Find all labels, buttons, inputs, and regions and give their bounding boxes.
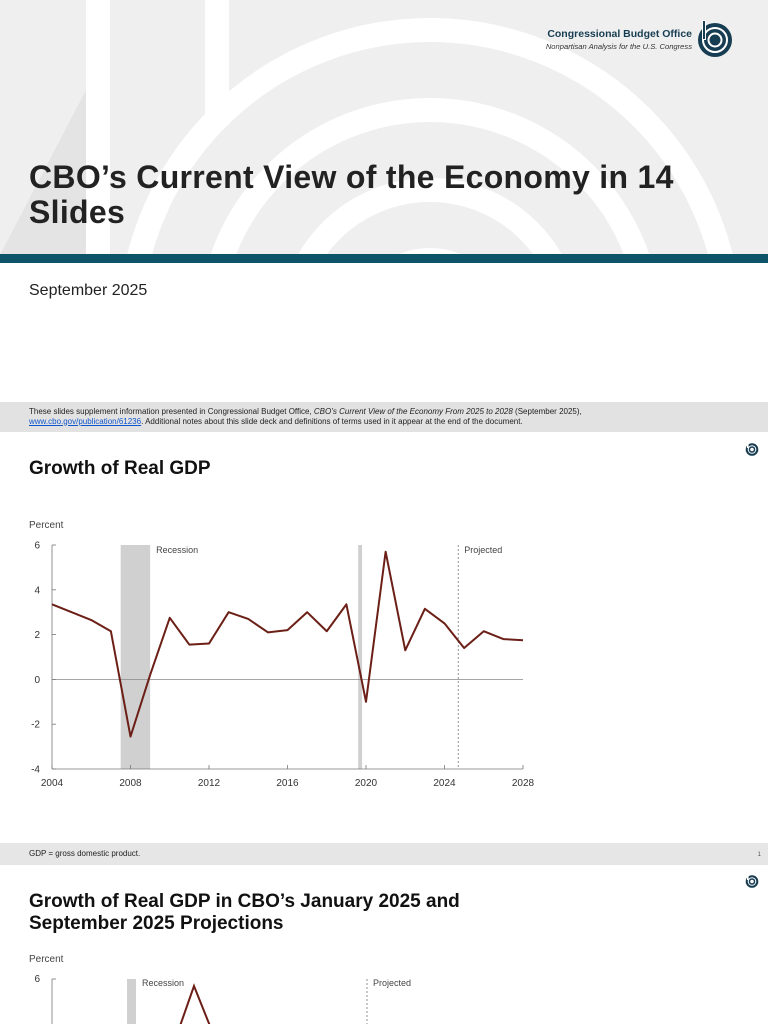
decorative-arcs: [0, 0, 733, 255]
footnote: GDP = gross domestic product.: [29, 849, 141, 858]
source-note-mid: (September 2025),: [512, 407, 582, 416]
cbo-logo-icon: [698, 20, 732, 57]
recession-label: Recession: [142, 978, 184, 988]
publication-link[interactable]: www.cbo.gov/publication/61236: [29, 416, 142, 426]
page-title: CBO’s Current View of the Economy in 14 …: [29, 159, 674, 230]
slide-footer-bar: [0, 843, 768, 865]
slide-title-line-2: September 2025 Projections: [29, 913, 284, 934]
recession-label: Recession: [156, 545, 198, 555]
recession-band: [358, 545, 363, 769]
y-tick-label: -2: [31, 720, 40, 731]
source-note-prefix: These slides supplement information pres…: [29, 407, 314, 416]
y-axis-title: Percent: [29, 954, 64, 965]
y-tick-label: -4: [31, 765, 40, 776]
x-tick-label: 2024: [433, 778, 456, 789]
cbo-small-logo-icon: [745, 442, 759, 456]
slide-growth-real-gdp: Growth of Real GDP 6 4 2 0 -2 -4 2004 2008 2012 2…: [0, 432, 768, 865]
org-tagline: Nonpartisan Analysis for the U.S. Congre…: [545, 42, 692, 51]
x-tick-label: 2028: [512, 778, 535, 789]
source-note-suffix: . Additional notes about this slide deck…: [141, 416, 523, 426]
x-tick-label: 2020: [355, 778, 378, 789]
y-tick-label: 6: [34, 541, 40, 552]
gdp-growth-line: [51, 550, 524, 738]
recession-band: [127, 979, 136, 1024]
title-slide: Congressional Budget Office Nonpartisan …: [0, 0, 768, 432]
org-name: Congressional Budget Office: [547, 28, 692, 40]
slide-title: Growth of Real GDP: [29, 458, 211, 479]
x-tick-label: 2012: [198, 778, 221, 789]
title-background: [0, 0, 768, 255]
projected-label: Projected: [464, 545, 502, 555]
title-footer-bar: [0, 402, 768, 432]
publication-date: September 2025: [29, 282, 148, 299]
cbo-small-logo-icon: [745, 874, 759, 888]
y-tick-label: 4: [34, 585, 40, 596]
page-number: 1: [757, 852, 761, 858]
recession-band: [120, 545, 151, 769]
gdp-projections-chart: Percent 6 Recession Projected: [29, 954, 411, 1024]
x-tick-label: 2008: [119, 778, 142, 789]
x-tick-label: 2004: [41, 778, 64, 789]
slide-title: Growth of Real GDP in CBO’s January 2025…: [29, 891, 460, 935]
slide-gdp-projections: Growth of Real GDP in CBO’s January 2025…: [0, 864, 768, 1024]
source-note-publication: CBO’s Current View of the Economy From 2…: [313, 407, 513, 416]
gdp-growth-line: [179, 983, 211, 1024]
x-tick-label: 2016: [276, 778, 299, 789]
title-divider-bar: [0, 254, 768, 263]
slide-title-line-1: Growth of Real GDP in CBO’s January 2025…: [29, 891, 460, 912]
projected-label: Projected: [373, 978, 411, 988]
y-tick-label: 6: [34, 974, 40, 985]
source-note: These slides supplement information pres…: [29, 407, 749, 426]
y-axis-title: Percent: [29, 520, 64, 531]
y-tick-label: 0: [34, 675, 40, 686]
y-tick-label: 2: [34, 630, 40, 641]
